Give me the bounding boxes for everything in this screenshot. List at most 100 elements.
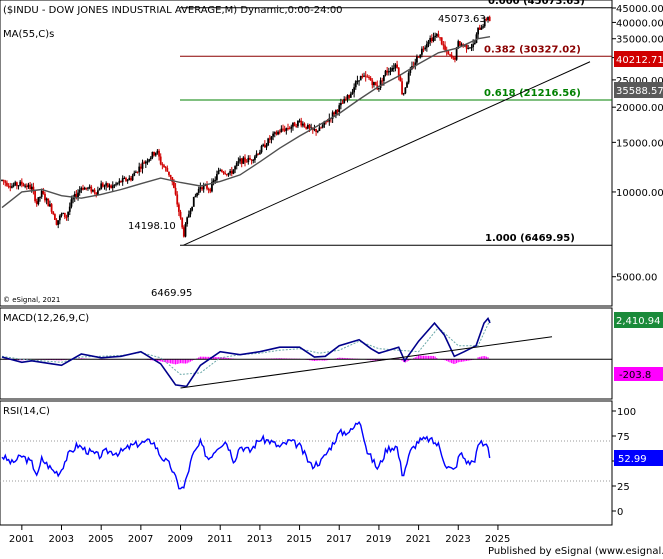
candle-body [139,166,142,169]
candle-body [80,187,83,190]
candle-body [409,68,412,73]
candle-body [268,138,271,140]
candle-body [9,186,12,188]
candle-body [424,47,427,50]
candle-body [285,128,288,131]
candle-body [465,44,468,49]
candle-body [1,179,3,181]
candle-body [95,192,98,195]
candle-body [265,145,268,148]
candle-body [417,56,420,58]
price-tick-label: 5000.00 [616,273,657,284]
candle-body [257,153,260,155]
candle-body [373,82,375,86]
price-tick-label: 45000.00 [616,4,663,15]
candle-body [470,47,473,49]
candle-body [235,162,238,167]
candle-body [214,179,217,181]
candle-body [254,156,256,160]
candle-body [468,47,471,49]
candle-body [53,214,56,220]
candle-body [6,182,8,186]
candle-body [258,152,261,155]
candle-body [260,146,263,153]
candle-body [404,87,407,94]
candle-body [472,44,475,48]
candle-body [108,185,111,187]
ma-tag: 35588.57 [616,86,663,97]
candle-body [349,93,352,98]
price-tick-label: 10000.00 [616,188,663,199]
candle-body [128,177,131,181]
candle-body [197,188,200,193]
candle-body [106,183,109,187]
candle-body [30,186,33,190]
candle-body [14,182,17,186]
candle-body [435,34,438,36]
candle-body [67,211,70,217]
rsi-tag: 52.99 [618,454,647,465]
candle-body [52,211,55,215]
candle-body [429,38,432,42]
candle-body [270,136,273,140]
candle-body [93,189,96,193]
candle-body [339,102,342,106]
candle-body [333,112,336,115]
candle-body [459,41,461,46]
candle-body [277,131,279,135]
candle-body [121,178,124,183]
macd-line [1,317,491,388]
candle-body [116,182,119,184]
candle-body [282,128,284,130]
hist-tag-box [614,367,663,381]
candle-body [364,75,367,77]
rsi-title: RSI(14,C) [3,406,50,417]
candle-body [366,76,369,78]
macd-tag: 2,410.94 [616,316,661,327]
candle-body [455,47,458,60]
candle-body [338,105,341,112]
rsi-panel [0,400,613,526]
candle-body [475,34,478,43]
macd-trendline [180,336,553,389]
rsi-line [1,420,491,490]
x-axis: 2001 2003 2005 2007 2009 2011 2013 2015 2017 2019… [9,525,510,545]
candle-body [406,82,408,88]
candle-body [182,227,185,237]
candle-body [480,27,483,30]
candle-body [11,186,13,188]
candle-body [335,110,337,115]
candle-body [44,193,46,201]
candle-body [381,80,384,82]
candle-body [118,180,121,183]
candle-body [237,161,240,163]
candle-body [58,215,61,221]
candle-body [336,110,339,112]
candle-body [40,190,43,197]
candle-body [120,180,122,183]
copyright-note: © eSignal, 2021 [3,296,60,304]
candle-body [133,172,136,176]
candle-body [416,56,418,63]
hist-tag: -203.8 [619,370,651,381]
candle-body [321,124,324,128]
price-tick-label: 15000.00 [616,138,663,149]
x-tick-label: 2017 [326,534,351,545]
price-tick-label: 20000.00 [616,103,663,114]
candle-body [12,185,15,187]
candle-body [169,174,172,178]
candle-body [440,37,443,45]
price-trendline [183,61,591,246]
mid-peak-label: 14198.10 [128,221,176,232]
candle-body [278,131,281,133]
candle-body [343,98,346,104]
candle-body [425,43,428,48]
candle-body [295,126,298,128]
candle-body [125,178,127,181]
candle-body [202,185,205,190]
candle-body [174,187,177,195]
candle-body [244,157,246,162]
candle-body [402,93,405,95]
candle-body [141,162,144,169]
candle-body [437,34,440,38]
